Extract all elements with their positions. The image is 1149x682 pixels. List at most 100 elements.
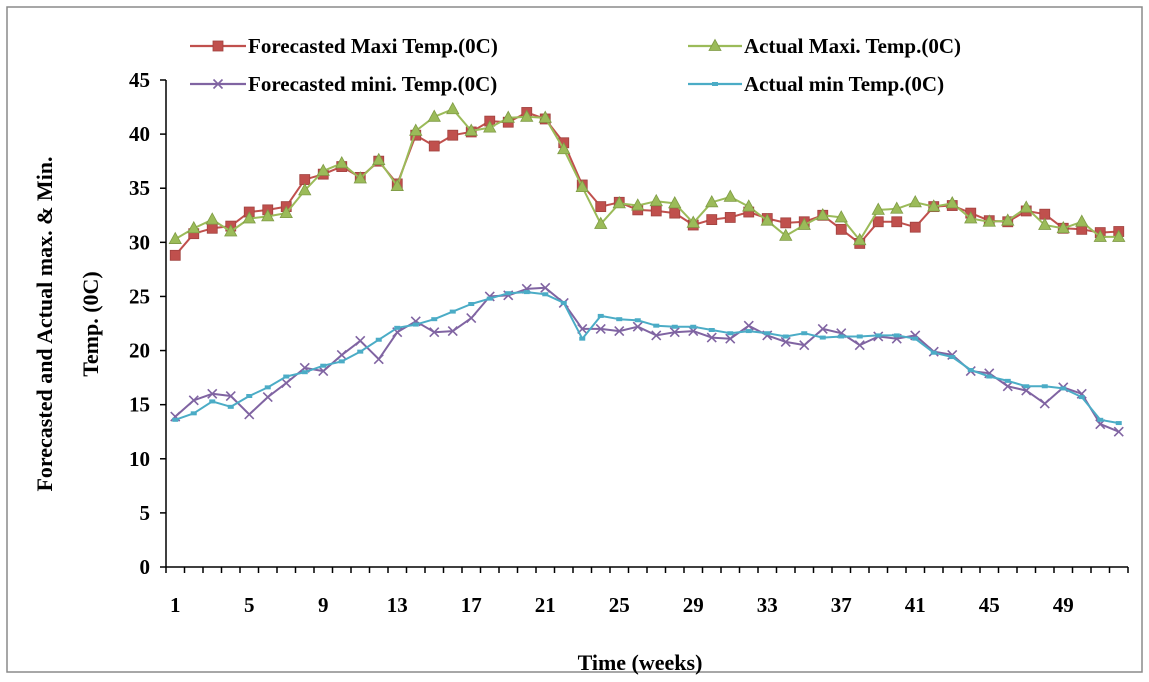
data-point-marker [817, 323, 828, 334]
x-tick-label: 45 [979, 593, 1000, 617]
data-point-marker [394, 325, 401, 330]
data-point-marker [1115, 421, 1122, 426]
data-point-marker [390, 178, 404, 191]
data-point-marker [671, 324, 678, 329]
data-point-marker [298, 183, 312, 196]
data-point-marker [875, 333, 882, 338]
data-point-marker [579, 336, 586, 341]
data-point-marker [801, 331, 808, 336]
data-point-marker [893, 333, 900, 338]
data-point-marker [1056, 220, 1070, 234]
y-tick-label: 30 [129, 230, 150, 254]
data-point-marker [261, 209, 275, 222]
data-point-marker [891, 216, 903, 228]
data-point-marker [409, 123, 423, 136]
x-tick-label: 37 [831, 593, 852, 617]
data-point-marker [335, 155, 349, 169]
data-point-marker [854, 340, 865, 351]
data-point-marker [760, 213, 774, 226]
data-point-marker [982, 214, 996, 227]
data-point-marker [1112, 229, 1126, 242]
data-point-marker [705, 194, 719, 208]
data-point-marker [1093, 229, 1107, 242]
legend-item: Actual min Temp.(0C) [688, 72, 944, 96]
data-point-marker [712, 82, 718, 86]
data-point-marker [428, 140, 440, 152]
x-tick-label: 9 [318, 593, 329, 617]
legend-item: Actual Maxi. Temp.(0C) [688, 34, 961, 58]
data-point-marker [690, 324, 697, 329]
data-point-marker [632, 321, 643, 332]
data-point-marker [742, 199, 756, 212]
data-point-marker [745, 329, 752, 334]
data-point-marker [373, 354, 384, 365]
data-point-marker [336, 349, 347, 360]
data-point-marker [909, 221, 921, 233]
series-line [174, 291, 1119, 425]
data-point-marker [967, 368, 974, 373]
data-point-marker [447, 326, 458, 337]
data-point-marker [651, 330, 662, 341]
y-tick-label: 40 [129, 122, 150, 146]
data-point-marker [523, 290, 530, 295]
x-tick-label: 17 [461, 593, 482, 617]
data-point-marker [446, 101, 460, 115]
data-point-marker [212, 40, 224, 52]
data-point-marker [375, 337, 382, 342]
data-point-marker [1019, 200, 1033, 213]
data-point-marker [316, 163, 330, 176]
data-point-marker [468, 302, 475, 307]
data-point-marker [838, 334, 845, 339]
data-point-marker [172, 417, 179, 422]
data-point-marker [353, 171, 367, 184]
y-tick-label: 45 [129, 68, 150, 92]
data-point-marker [540, 282, 551, 293]
data-point-marker [246, 394, 253, 399]
data-point-marker [486, 296, 493, 301]
data-point-marker [207, 388, 218, 399]
data-point-marker [431, 317, 438, 322]
x-tick-label: 21 [535, 593, 556, 617]
data-point-marker [986, 374, 993, 379]
series-line [174, 286, 1120, 433]
data-point-marker [595, 323, 606, 334]
data-point-marker [912, 336, 919, 341]
data-point-marker [187, 220, 201, 234]
series-2 [168, 101, 1126, 246]
data-point-marker [708, 327, 715, 332]
data-point-marker [1002, 381, 1013, 392]
data-point-marker [242, 211, 256, 224]
data-point-marker [780, 336, 791, 347]
data-point-marker [1041, 384, 1048, 389]
data-point-marker [357, 349, 364, 354]
y-tick-label: 25 [129, 284, 150, 308]
data-point-marker [169, 249, 181, 261]
data-point-marker [797, 217, 811, 230]
data-point-marker [724, 212, 736, 223]
series-line [174, 111, 1119, 256]
data-point-marker [779, 228, 793, 241]
data-point-marker [557, 141, 571, 155]
y-axis-title: Forecasted and Actual max. & Min. Temp. … [32, 156, 103, 491]
data-point-marker [597, 313, 604, 318]
x-tick-label: 13 [387, 593, 408, 617]
data-point-marker [190, 411, 197, 416]
data-point-marker [1097, 417, 1104, 422]
data-point-marker [1075, 214, 1089, 227]
data-point-marker [614, 326, 625, 337]
series-1 [169, 107, 1125, 261]
series-4 [172, 290, 1122, 426]
data-point-marker [669, 207, 681, 219]
data-point-marker [634, 318, 641, 323]
data-point-marker [1113, 426, 1124, 437]
x-tick-label: 49 [1053, 593, 1074, 617]
y-tick-label: 5 [140, 501, 151, 525]
data-point-marker [1039, 398, 1050, 409]
data-point-marker [447, 129, 459, 141]
data-point-marker [871, 202, 885, 215]
data-point-marker [834, 210, 848, 223]
data-point-marker [964, 211, 978, 224]
data-point-marker [1023, 384, 1030, 389]
data-point-marker [372, 152, 386, 165]
